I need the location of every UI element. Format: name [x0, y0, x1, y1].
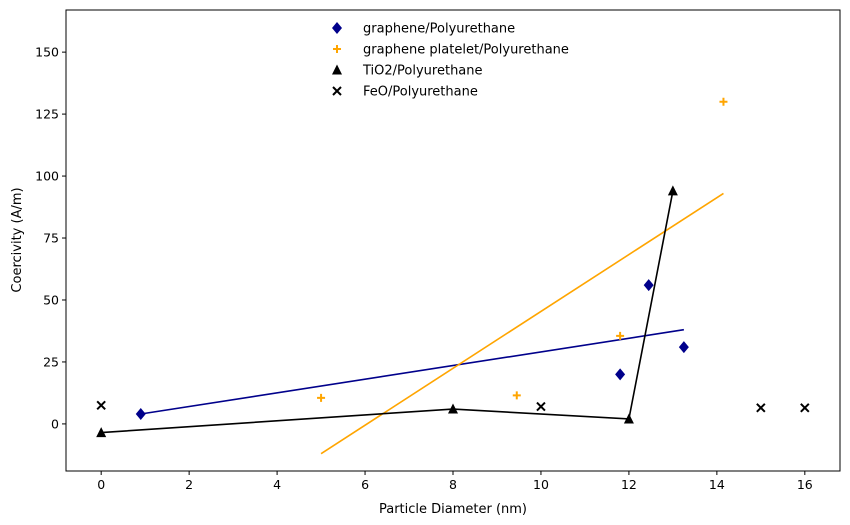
y-tick-label: 25 — [43, 354, 59, 369]
legend-label: FeO/Polyurethane — [363, 85, 478, 100]
series-3 — [96, 400, 810, 413]
series-layer — [96, 97, 810, 455]
legend-label: graphene/Polyurethane — [363, 22, 515, 37]
x-axis-label: Particle Diameter (nm) — [379, 502, 527, 517]
y-tick-label: 100 — [35, 169, 59, 184]
plot-area — [65, 9, 841, 472]
data-point — [667, 185, 678, 196]
x-tick-label: 2 — [185, 477, 193, 492]
x-tick-label: 12 — [621, 477, 637, 492]
y-tick-label: 50 — [43, 292, 59, 307]
data-point — [512, 391, 521, 400]
x-tick-label: 4 — [273, 477, 281, 492]
data-point — [135, 407, 146, 420]
y-axis-ticks: 0 25 50 75 100 125 150 — [35, 45, 66, 431]
data-point — [615, 368, 626, 381]
series-1 — [317, 97, 728, 455]
x-tick-label: 14 — [709, 477, 725, 492]
data-point — [719, 97, 728, 106]
data-point — [536, 401, 546, 412]
series-0 — [135, 279, 689, 420]
data-point — [678, 341, 689, 354]
legend-item: TiO2/Polyurethane — [332, 64, 483, 79]
data-point — [623, 413, 634, 424]
x-tick-label: 10 — [533, 477, 549, 492]
legend-marker — [332, 64, 342, 75]
data-point — [643, 279, 654, 292]
series-line — [140, 328, 685, 415]
series-line — [101, 190, 674, 434]
data-point — [616, 331, 625, 340]
legend: graphene/Polyurethane graphene platelet/P… — [332, 22, 569, 100]
data-point — [317, 393, 326, 402]
x-tick-label: 0 — [97, 477, 105, 492]
legend-item: graphene/Polyurethane — [332, 22, 515, 37]
legend-item: FeO/Polyurethane — [332, 85, 478, 100]
x-axis-ticks: 0 2 4 6 8 10 12 14 16 — [97, 471, 813, 492]
x-tick-label: 8 — [449, 477, 457, 492]
legend-marker — [332, 22, 342, 34]
data-point — [448, 403, 458, 414]
data-point — [800, 403, 810, 413]
x-tick-label: 6 — [361, 477, 369, 492]
y-axis-label: Coercivity (A/m) — [10, 187, 25, 292]
y-tick-label: 150 — [35, 45, 59, 60]
data-point — [756, 403, 766, 413]
y-tick-label: 0 — [51, 416, 59, 431]
y-tick-label: 125 — [35, 107, 59, 122]
legend-marker — [332, 86, 342, 96]
legend-label: graphene platelet/Polyurethane — [363, 43, 569, 58]
legend-label: TiO2/Polyurethane — [362, 64, 483, 79]
x-tick-label: 16 — [797, 477, 813, 492]
legend-item: graphene platelet/Polyurethane — [333, 43, 569, 58]
data-point — [96, 427, 107, 438]
legend-marker — [333, 45, 341, 53]
series-line — [320, 192, 724, 455]
series-2 — [96, 185, 678, 438]
y-tick-label: 75 — [43, 231, 59, 246]
data-point — [96, 400, 106, 411]
